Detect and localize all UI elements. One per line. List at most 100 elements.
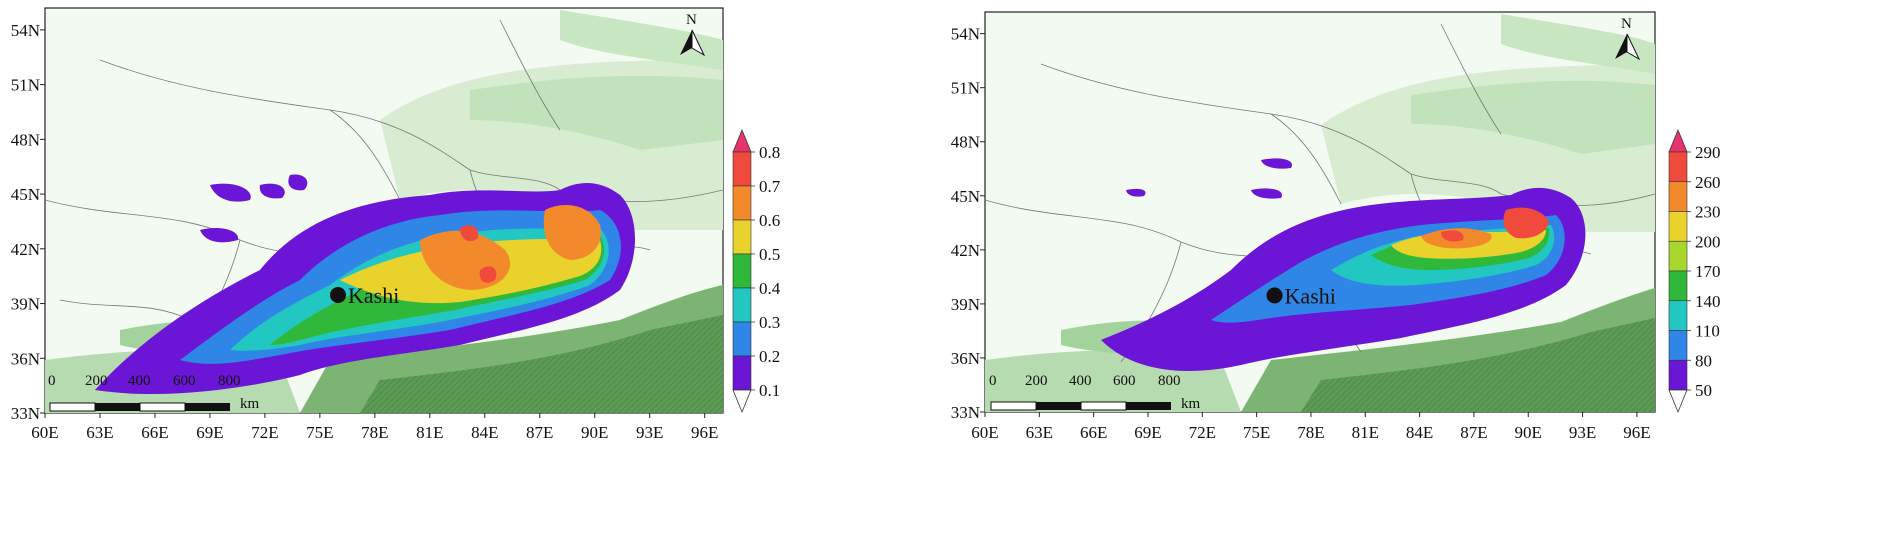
city-label: Kashi xyxy=(1285,283,1336,308)
contour-fill xyxy=(1101,158,1586,372)
y-tick-label: 48N xyxy=(951,133,980,152)
x-tick-label: 75E xyxy=(306,423,333,442)
y-tick-label: 42N xyxy=(951,241,980,260)
x-tick-label: 90E xyxy=(1515,423,1542,442)
x-tick-label: 84E xyxy=(471,423,498,442)
colorbar-label: 170 xyxy=(1695,262,1721,281)
colorbar-band xyxy=(1668,240,1688,272)
colorbar-top-triangle xyxy=(732,128,752,153)
north-arrow: N xyxy=(1615,16,1641,61)
colorbar-band xyxy=(732,321,752,357)
x-tick-label: 60E xyxy=(31,423,58,442)
north-label: N xyxy=(1621,16,1632,32)
y-tick-label: 36N xyxy=(951,349,980,368)
colorbar-label: 140 xyxy=(1695,292,1721,311)
scale-unit: km xyxy=(1181,396,1201,412)
x-axis-ticks: 60E 63E 66E 69E 72E 75E 78E 81E 84E 87E 90E 93E 96E xyxy=(971,412,1651,442)
colorbar-label: 230 xyxy=(1695,203,1721,222)
y-tick-label: 42N xyxy=(11,240,40,259)
scale-label-400: 400 xyxy=(128,373,151,389)
colorbar-label: 80 xyxy=(1695,351,1712,370)
y-tick-label: 36N xyxy=(11,349,40,368)
y-tick-label: 51N xyxy=(951,79,980,98)
colorbar-label: 50 xyxy=(1695,381,1712,400)
scale-bar: 0 200 400 600 800 km xyxy=(48,373,260,412)
x-tick-label: 60E xyxy=(971,423,998,442)
north-label: N xyxy=(686,12,697,28)
contour-fill xyxy=(95,174,635,395)
x-tick-label: 78E xyxy=(1297,423,1324,442)
colorbar-label: 0.7 xyxy=(759,177,781,196)
colorbar-label: 0.1 xyxy=(759,381,780,400)
x-tick-label: 69E xyxy=(1134,423,1161,442)
y-axis-ticks: 54N 51N 48N 45N 42N 39N 36N 33N xyxy=(11,21,45,423)
y-tick-label: 54N xyxy=(11,21,40,40)
x-tick-label: 66E xyxy=(1080,423,1107,442)
colorbar-band xyxy=(1668,181,1688,212)
x-tick-label: 84E xyxy=(1406,423,1433,442)
colorbar-label: 0.5 xyxy=(759,245,780,264)
y-tick-label: 54N xyxy=(951,25,980,44)
x-tick-label: 87E xyxy=(526,423,553,442)
x-tick-label: 75E xyxy=(1243,423,1270,442)
map-figure-right: Kashi N 0 200 400 600 800 km 60E 63E 66E 69… xyxy=(951,11,1721,442)
scale-label-800: 800 xyxy=(218,373,241,389)
x-tick-label: 72E xyxy=(251,423,278,442)
colorbar-band xyxy=(1668,330,1688,361)
x-tick-label: 63E xyxy=(1026,423,1053,442)
scale-label-600: 600 xyxy=(1113,373,1136,389)
scale-label-800: 800 xyxy=(1158,373,1181,389)
colorbar-band xyxy=(732,355,752,391)
y-tick-label: 45N xyxy=(951,187,980,206)
colorbar-band xyxy=(732,253,752,289)
map-figure-left: Kashi N 0 200 400 600 800 km 60E 63E 66E 69… xyxy=(11,7,781,442)
colorbar-label: 290 xyxy=(1695,143,1721,162)
scale-label-400: 400 xyxy=(1069,373,1092,389)
colorbar-label: 0.3 xyxy=(759,313,780,332)
north-arrow: N xyxy=(680,12,706,57)
y-axis-ticks: 54N 51N 48N 45N 42N 39N 36N 33N xyxy=(951,25,985,422)
x-axis-ticks: 60E 63E 66E 69E 72E 75E 78E 81E 84E 87E 90E 93E 96E xyxy=(31,413,718,442)
colorbar-band xyxy=(732,219,752,255)
x-tick-label: 63E xyxy=(86,423,113,442)
city-label: Kashi xyxy=(348,283,399,308)
y-tick-label: 33N xyxy=(11,404,40,423)
x-tick-label: 72E xyxy=(1189,423,1216,442)
colorbar: 0.8 0.7 0.6 0.5 0.4 0.3 0.2 0.1 xyxy=(732,128,781,414)
scale-label-200: 200 xyxy=(85,373,108,389)
colorbar-label: 0.8 xyxy=(759,143,780,162)
scale-label-200: 200 xyxy=(1025,373,1048,389)
scale-unit: km xyxy=(240,396,260,412)
x-tick-label: 90E xyxy=(581,423,608,442)
scale-label-600: 600 xyxy=(173,373,196,389)
colorbar-band xyxy=(1668,270,1688,302)
y-tick-label: 48N xyxy=(11,130,40,149)
y-tick-label: 39N xyxy=(951,295,980,314)
y-tick-label: 33N xyxy=(951,403,980,422)
scale-bar: 0 200 400 600 800 km xyxy=(989,373,1201,412)
scale-label-0: 0 xyxy=(48,373,56,389)
x-tick-label: 81E xyxy=(416,423,443,442)
colorbar-band xyxy=(732,185,752,221)
y-tick-label: 39N xyxy=(11,295,40,314)
x-tick-label: 93E xyxy=(1569,423,1596,442)
colorbar-label: 110 xyxy=(1695,322,1720,341)
x-tick-label: 78E xyxy=(361,423,388,442)
y-tick-label: 51N xyxy=(11,76,40,95)
y-tick-label: 45N xyxy=(11,185,40,204)
colorbar-band xyxy=(1668,300,1688,331)
x-tick-label: 96E xyxy=(691,423,718,442)
city-marker-kashi: Kashi xyxy=(330,283,399,308)
colorbar-label: 0.6 xyxy=(759,211,780,230)
colorbar-band xyxy=(1668,151,1688,183)
map-panel-left: Kashi N 0 200 400 600 800 km 60E 63E 66E 69… xyxy=(0,0,950,540)
colorbar-band xyxy=(1668,359,1688,391)
colorbar-label: 200 xyxy=(1695,232,1721,251)
x-tick-label: 69E xyxy=(196,423,223,442)
colorbar-label: 260 xyxy=(1695,173,1721,192)
colorbar-band xyxy=(732,151,752,187)
colorbar-bottom-triangle xyxy=(732,389,752,414)
map-panel-right: Kashi N 0 200 400 600 800 km 60E 63E 66E 69… xyxy=(951,0,1901,540)
x-tick-label: 93E xyxy=(636,423,663,442)
colorbar-bottom-triangle xyxy=(1668,389,1688,414)
